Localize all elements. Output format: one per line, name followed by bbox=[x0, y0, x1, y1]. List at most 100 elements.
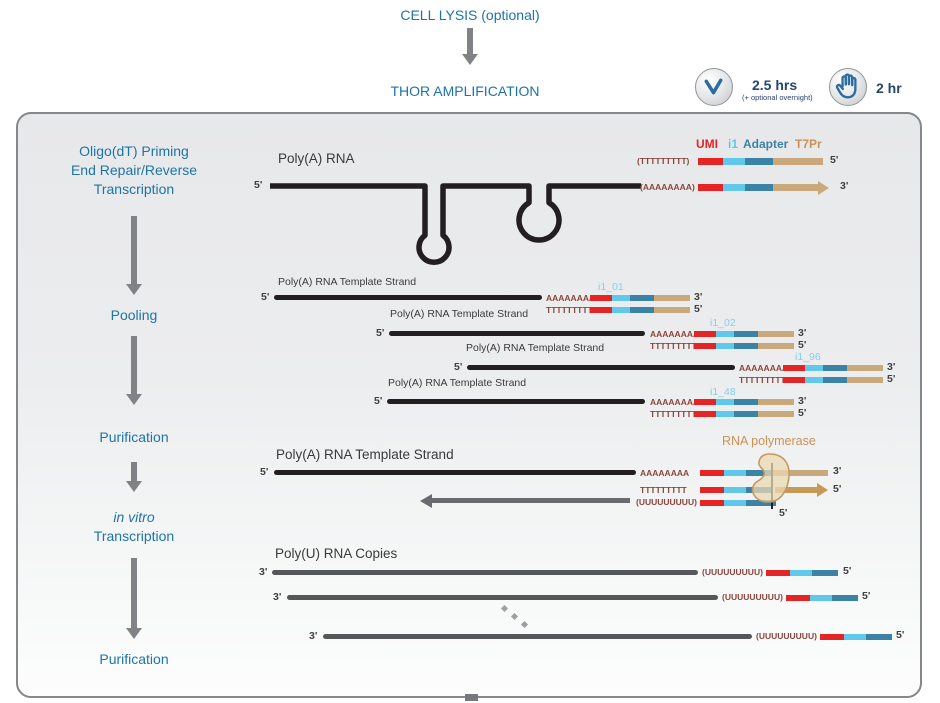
five-prime-label: 5' bbox=[254, 179, 263, 191]
three-prime-label: 3' bbox=[833, 465, 842, 477]
legend-umi: UMI bbox=[696, 137, 718, 151]
umi-segment bbox=[766, 570, 790, 576]
adapter-bar bbox=[783, 365, 883, 371]
step-pooling: Pooling bbox=[110, 307, 158, 323]
five-prime-label: 5' bbox=[833, 483, 842, 495]
t7pr-segment bbox=[772, 470, 828, 476]
i1-segment bbox=[612, 295, 630, 301]
template-strand-line bbox=[387, 399, 645, 404]
transcription-arrow bbox=[775, 487, 817, 493]
template-strand-label: Poly(A) RNA Template Strand bbox=[278, 276, 417, 288]
t7pr-segment bbox=[758, 331, 794, 337]
step-label-line: Transcription bbox=[93, 528, 175, 544]
polyu-rna-strand bbox=[287, 595, 718, 600]
adapter-bar bbox=[766, 570, 838, 576]
umi-segment bbox=[700, 500, 724, 506]
t7pr-segment bbox=[654, 295, 690, 301]
adapter-segment bbox=[823, 365, 847, 371]
arrow-down-icon bbox=[131, 558, 137, 628]
total-time-value: 2.5 hrs bbox=[752, 77, 798, 93]
i1-segment bbox=[724, 500, 746, 506]
five-prime-label: 5' bbox=[798, 407, 807, 419]
polyt-seq: TTTTTTTTT bbox=[650, 409, 697, 419]
polyt-seq: TTTTTTTTT bbox=[640, 485, 687, 495]
template-strand-line bbox=[274, 295, 542, 300]
polya-rna-label: Poly(A) RNA bbox=[278, 151, 355, 166]
step-label-line: Oligo(dT) Priming bbox=[79, 143, 189, 159]
index-label-i1-02: i1_02 bbox=[710, 317, 736, 329]
i1-segment bbox=[724, 487, 746, 493]
adapter-bar bbox=[694, 411, 794, 417]
i1-segment bbox=[612, 307, 630, 313]
polyu-copies-label: Poly(U) RNA Copies bbox=[275, 546, 398, 561]
adapter-bar-arrow bbox=[698, 184, 818, 191]
legend-t7pr: T7Pr bbox=[795, 137, 822, 151]
adapter-bar bbox=[820, 634, 892, 640]
t7pr-segment bbox=[773, 158, 823, 165]
polyu-seq: (UUUUUUUUU) bbox=[636, 497, 697, 507]
step-label-line: Transcription bbox=[93, 181, 175, 197]
three-prime-label: 3' bbox=[694, 291, 703, 303]
five-prime-label: 5' bbox=[798, 339, 807, 351]
umi-segment bbox=[700, 470, 724, 476]
polyu-seq: (UUUUUUUUU) bbox=[702, 567, 763, 577]
index-label-i1-01: i1_01 bbox=[598, 281, 624, 293]
five-prime-label: 5' bbox=[261, 291, 270, 303]
umi-segment bbox=[786, 595, 810, 601]
polya-seq: AAAAAAAA bbox=[650, 397, 700, 407]
t7pr-arrow-segment bbox=[773, 184, 818, 191]
three-prime-label: 3' bbox=[259, 566, 268, 578]
three-prime-label: 3' bbox=[798, 395, 807, 407]
adapter-segment bbox=[823, 377, 847, 383]
adapter-bar bbox=[698, 158, 823, 165]
step-label-line: in vitro bbox=[113, 509, 155, 525]
workflow-panel bbox=[16, 112, 922, 698]
adapter-segment bbox=[832, 595, 858, 601]
five-prime-label: 5' bbox=[376, 327, 385, 339]
adapter-segment bbox=[745, 158, 773, 165]
t7pr-segment bbox=[758, 399, 794, 405]
polyt-seq: TTTTTTTTT bbox=[546, 305, 593, 315]
page-title: THOR AMPLIFICATION bbox=[390, 83, 540, 99]
i1-segment bbox=[716, 399, 734, 405]
five-prime-label: 5' bbox=[887, 373, 896, 385]
umi-segment bbox=[694, 331, 716, 337]
polyu-rna-strand bbox=[272, 570, 698, 575]
t7pr-segment bbox=[758, 411, 794, 417]
i1-segment bbox=[716, 343, 734, 349]
hand-glyph bbox=[835, 73, 857, 99]
polya-seq: AAAAAAAA bbox=[739, 363, 789, 373]
adapter-bar bbox=[700, 500, 776, 506]
t7pr-segment bbox=[847, 365, 883, 371]
adapter-bar bbox=[694, 331, 794, 337]
template-strand-label: Poly(A) RNA Template Strand bbox=[390, 308, 529, 320]
oligo-dt-seq: (TTTTTTTTT) bbox=[637, 156, 690, 166]
adapter-segment bbox=[630, 295, 654, 301]
umi-segment bbox=[590, 307, 612, 313]
clock-icon bbox=[695, 68, 733, 106]
template-strand-line bbox=[389, 331, 645, 336]
umi-segment bbox=[694, 343, 716, 349]
adapter-segment bbox=[734, 331, 758, 337]
polya-tail-seq: (AAAAAAAA) bbox=[640, 182, 695, 192]
clock-glyph bbox=[704, 78, 723, 95]
i1-segment bbox=[716, 331, 734, 337]
t7pr-segment bbox=[758, 343, 794, 349]
adapter-segment bbox=[812, 570, 838, 576]
adapter-segment bbox=[734, 399, 758, 405]
rna-polymerase-icon bbox=[751, 453, 790, 503]
umi-segment bbox=[783, 365, 805, 371]
five-prime-label: 5' bbox=[843, 565, 852, 577]
adapter-bar bbox=[786, 595, 858, 601]
five-prime-label: 5' bbox=[862, 590, 871, 602]
continuation-arrow-stub bbox=[465, 694, 478, 701]
polya-seq: AAAAAAAA bbox=[640, 468, 690, 478]
template-strand-label: Poly(A) RNA Template Strand bbox=[276, 447, 454, 462]
step-label-line: End Repair/Reverse bbox=[70, 162, 198, 178]
polya-seq: AAAAAAAA bbox=[546, 293, 596, 303]
rna-hairpin-strand bbox=[270, 183, 641, 266]
umi-segment bbox=[698, 158, 723, 165]
five-prime-label: 5' bbox=[694, 303, 703, 315]
hand-icon bbox=[829, 68, 867, 106]
